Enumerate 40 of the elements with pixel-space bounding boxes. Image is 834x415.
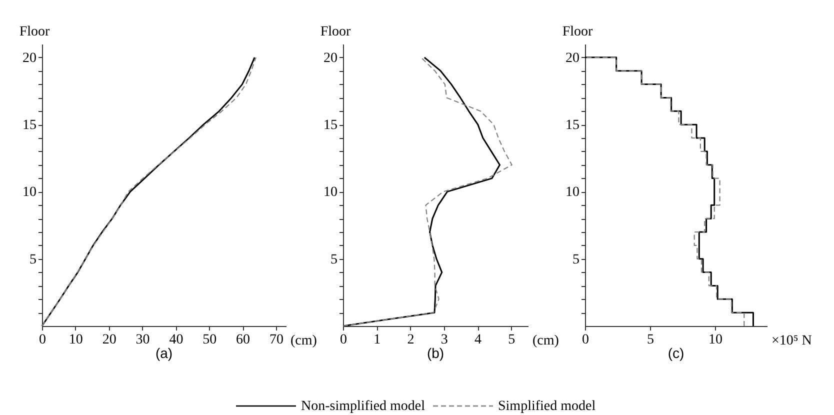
x-tick-label: 4 — [474, 332, 482, 348]
y-tick-label: 15 — [324, 118, 338, 134]
text: (b) — [426, 345, 444, 361]
x-tick-label: 50 — [202, 332, 217, 348]
y-tick-label: 15 — [566, 118, 580, 134]
x-axis-title: ×10⁵ N — [772, 334, 812, 348]
x-tick-label: 70 — [269, 332, 284, 348]
x-axis-title: (cm) — [532, 334, 560, 348]
x-tick-label: 0 — [340, 332, 347, 348]
x-tick-label: 40 — [169, 332, 184, 348]
y-axis-title: Floor — [562, 24, 594, 40]
y-tick-label: 20 — [566, 50, 580, 66]
y-tick-label: 10 — [22, 185, 36, 200]
legend-label: Simplified model — [498, 399, 596, 414]
y-tick-label: 10 — [324, 185, 338, 200]
y-tick-label: 5 — [572, 252, 580, 268]
x-tick-label: 30 — [136, 332, 150, 348]
x-tick-label: 10 — [68, 332, 83, 348]
x-axis-title: (cm) — [290, 334, 318, 348]
text: (a) — [155, 345, 173, 361]
x-tick-label: 1 — [374, 332, 381, 348]
y-tick-label: 20 — [324, 50, 338, 66]
x-tick-label: 0 — [39, 332, 46, 348]
x-tick-label: 20 — [102, 332, 116, 348]
x-tick-label: 2 — [407, 332, 414, 348]
x-tick-label: 60 — [236, 332, 250, 348]
y-tick-label: 15 — [22, 118, 36, 134]
y-axis-title: Floor — [19, 24, 50, 40]
y-axis-title: Floor — [320, 24, 352, 40]
y-tick-label: 5 — [30, 252, 36, 268]
text: (c) — [668, 345, 684, 361]
y-tick-label: 5 — [330, 252, 338, 268]
legend-label: Non-simplified model — [301, 399, 426, 414]
x-tick-label: 5 — [647, 332, 654, 348]
x-tick-label: 0 — [582, 332, 589, 348]
x-tick-label: 5 — [508, 332, 516, 348]
x-tick-label: 3 — [440, 332, 448, 348]
y-tick-label: 20 — [22, 50, 36, 66]
y-tick-label: 10 — [566, 185, 580, 200]
x-tick-label: 10 — [708, 332, 722, 348]
